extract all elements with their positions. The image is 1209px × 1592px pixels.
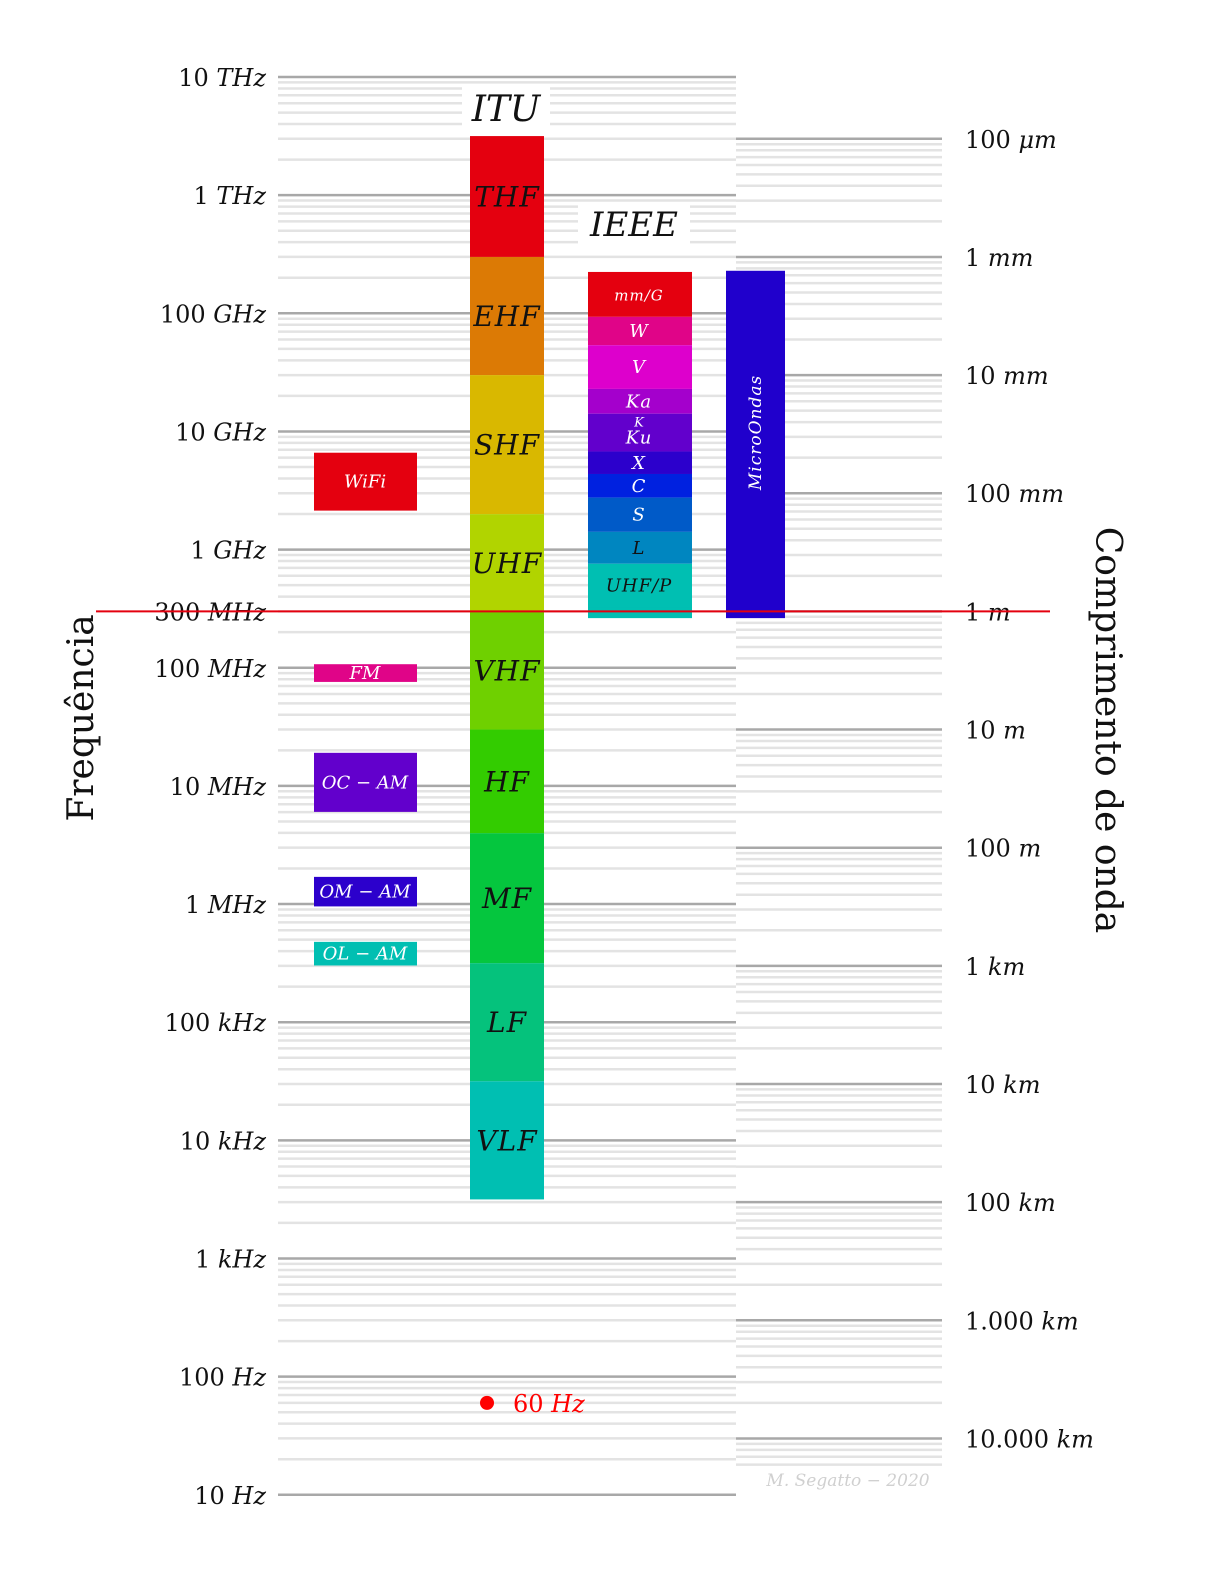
marker-60hz: 60 Hz <box>480 1390 585 1418</box>
itu-band-lf <box>470 963 544 1082</box>
ieee-band-label-w: W <box>629 321 649 342</box>
ieee-band-l <box>588 531 692 564</box>
freq-tick-10-mhz: 10 MHz <box>170 773 267 801</box>
freq-tick-100-mhz: 100 MHz <box>154 655 266 683</box>
wave-tick-10-mm: 10 mm <box>965 362 1049 390</box>
ieee-band-w <box>588 316 692 346</box>
itu-band-ehf <box>470 256 544 376</box>
ieee-title: IEEE <box>589 205 678 245</box>
ieee-band-ku <box>588 413 692 452</box>
service-bands: WiFi FM OC − AM OM − AM OL − AM <box>314 452 417 966</box>
ieee-band-x <box>588 451 692 474</box>
marker-dot <box>480 1395 494 1410</box>
itu-bands: THF EHF SHF UHF VHF HF MF LF VLF <box>470 136 544 1200</box>
service-band-fm <box>314 664 417 682</box>
ieee-band-s <box>588 497 692 532</box>
ieee-band-c <box>588 473 692 498</box>
marker-label: 60 Hz <box>513 1390 585 1418</box>
service-band-wifi <box>314 452 417 511</box>
wave-tick-100-mm: 100 mm <box>965 480 1064 508</box>
ieee-band-label-c: C <box>632 476 647 497</box>
ieee-band-label-mm-g: mm/G <box>614 286 663 304</box>
freq-tick-100-ghz: 100 GHz <box>160 300 267 328</box>
wave-tick-10-km: 10 km <box>965 1071 1040 1099</box>
itu-band-label-lf: LF <box>486 1006 528 1039</box>
ieee-title-box: IEEE <box>578 203 690 247</box>
freq-tick-10-khz: 10 kHz <box>180 1127 267 1155</box>
itu-title: ITU <box>471 89 542 130</box>
service-label-oc-am: OC − AM <box>322 772 409 793</box>
service-label-fm: FM <box>349 663 381 684</box>
freq-tick-10-ghz: 10 GHz <box>175 418 266 446</box>
axis-left-title: Frequência <box>61 614 102 821</box>
freq-tick-100-khz: 100 kHz <box>164 1009 266 1037</box>
wave-tick-100-m: 100 m <box>965 835 1041 863</box>
freq-tick-1-khz: 1 kHz <box>195 1246 266 1274</box>
ieee-band-v <box>588 345 692 389</box>
freq-tick-1-thz: 1 THz <box>194 182 267 210</box>
ieee-band-label-uhf-p: UHF/P <box>606 576 673 597</box>
credit: M. Segatto − 2020 <box>765 1471 929 1491</box>
wave-tick-10-m: 10 m <box>965 717 1026 745</box>
itu-band-label-vlf: VLF <box>476 1124 538 1157</box>
axis-right-title: Comprimento de onda <box>1087 527 1128 934</box>
itu-band-shf <box>470 375 544 515</box>
freq-tick-100-hz: 100 Hz <box>179 1364 266 1392</box>
wave-tick-1-mm: 1 mm <box>965 244 1033 272</box>
ieee-band-label-v: V <box>632 357 647 378</box>
itu-band-vhf <box>470 611 544 730</box>
service-band-oc-am <box>314 752 417 812</box>
itu-band-mf <box>470 833 544 964</box>
itu-band-label-hf: HF <box>483 765 530 798</box>
itu-band-label-shf: SHF <box>474 429 541 462</box>
ieee-band-label-l: L <box>632 538 646 559</box>
wavelength-gridlines <box>736 137 942 1466</box>
ieee-band-label-x: X <box>630 453 646 474</box>
service-band-om-am <box>314 876 417 907</box>
itu-band-label-uhf: UHF <box>472 547 543 580</box>
ieee-band-ka <box>588 388 692 414</box>
wave-tick-100-m: 100 μm <box>965 126 1057 154</box>
microwave-label: MicroOndas <box>746 375 766 491</box>
itu-band-vlf <box>470 1081 544 1200</box>
itu-title-box: ITU <box>462 86 550 130</box>
wave-tick-1-000-km: 1.000 km <box>965 1307 1079 1335</box>
itu-band-thf <box>470 136 544 257</box>
service-label-wifi: WiFi <box>344 472 386 493</box>
wavelength-tick-labels: 100 μm 1 mm 10 mm 100 mm 1 m 10 m 100 m 1 km 10 … <box>965 126 1094 1454</box>
microwave-band: MicroOndas <box>726 270 785 619</box>
itu-band-label-vhf: VHF <box>473 654 541 687</box>
wave-tick-1-m: 1 m <box>965 598 1011 626</box>
freq-tick-10-hz: 10 Hz <box>194 1482 266 1510</box>
wave-tick-10-000-km: 10.000 km <box>965 1425 1094 1453</box>
service-label-om-am: OM − AM <box>319 882 411 903</box>
wave-tick-100-km: 100 km <box>965 1189 1056 1217</box>
freq-tick-1-ghz: 1 GHz <box>190 537 266 565</box>
ieee-band-uhf-p <box>588 563 692 608</box>
ieee-band-label-s: S <box>632 505 645 526</box>
ieee-band-mm-g <box>588 271 692 317</box>
ieee-band-label-ku: Ku <box>625 428 653 449</box>
ieee-band-label-ka: Ka <box>625 391 652 412</box>
service-label-ol-am: OL − AM <box>323 944 408 965</box>
wave-tick-1-km: 1 km <box>965 953 1025 981</box>
ieee-band-extra <box>588 607 692 619</box>
itu-band-label-mf: MF <box>481 882 533 915</box>
freq-tick-10-thz: 10 THz <box>178 64 266 92</box>
freq-tick-1-mhz: 1 MHz <box>185 891 266 919</box>
service-band-ol-am <box>314 941 417 966</box>
microwave-band <box>726 270 785 619</box>
itu-band-uhf <box>470 514 544 612</box>
itu-band-hf <box>470 729 544 834</box>
ieee-band-sublabel-k: K <box>633 416 645 431</box>
itu-band-label-thf: THF <box>474 181 540 214</box>
itu-band-label-ehf: EHF <box>472 300 541 333</box>
